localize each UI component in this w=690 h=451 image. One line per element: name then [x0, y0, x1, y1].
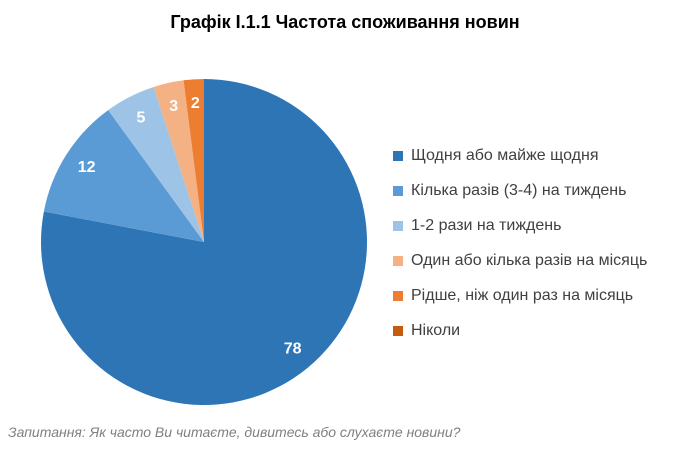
chart-title: Графік І.1.1 Частота споживання новин [170, 12, 520, 32]
legend-swatch-icon [393, 151, 403, 161]
legend-item-label: Кілька разів (3-4) на тиждень [411, 182, 627, 199]
pie-slice-4 [183, 79, 204, 242]
pie-slice-value: 78 [284, 341, 302, 358]
legend-swatch-icon [393, 256, 403, 266]
legend-item: Один або кілька разів на місяць [393, 250, 647, 272]
pie-slice-value: 12 [78, 159, 96, 176]
legend-swatch-icon [393, 186, 403, 196]
pie-slice-0 [41, 79, 368, 405]
legend-item: Ніколи [393, 320, 647, 342]
legend-item-label: Один або кілька разів на місяць [411, 252, 648, 269]
legend-item: 1-2 рази на тиждень [393, 215, 647, 237]
legend-item-label: Рідше, ніж один раз на місяць [411, 287, 634, 304]
pie-slice-value: 2 [191, 95, 200, 112]
legend: Щодня або майже щодня Кілька разів (3-4)… [393, 145, 647, 355]
legend-swatch-icon [393, 326, 403, 336]
legend-item-label: Щодня або майже щодня [411, 147, 599, 164]
pie-slice-value: 3 [169, 98, 178, 115]
pie-slice-2 [108, 86, 204, 242]
pie-slice-value: 5 [136, 110, 145, 127]
pie-slice-1 [43, 110, 204, 242]
legend-item: Кілька разів (3-4) на тиждень [393, 180, 647, 202]
legend-item: Рідше, ніж один раз на місяць [393, 285, 647, 307]
legend-item: Щодня або майже щодня [393, 145, 647, 167]
legend-item-label: 1-2 рази на тиждень [411, 217, 562, 234]
legend-swatch-icon [393, 221, 403, 231]
legend-swatch-icon [393, 291, 403, 301]
legend-item-label: Ніколи [411, 322, 461, 339]
question-note: Запитання: Як часто Ви читаєте, дивитесь… [8, 424, 461, 440]
pie-slice-3 [153, 80, 204, 242]
